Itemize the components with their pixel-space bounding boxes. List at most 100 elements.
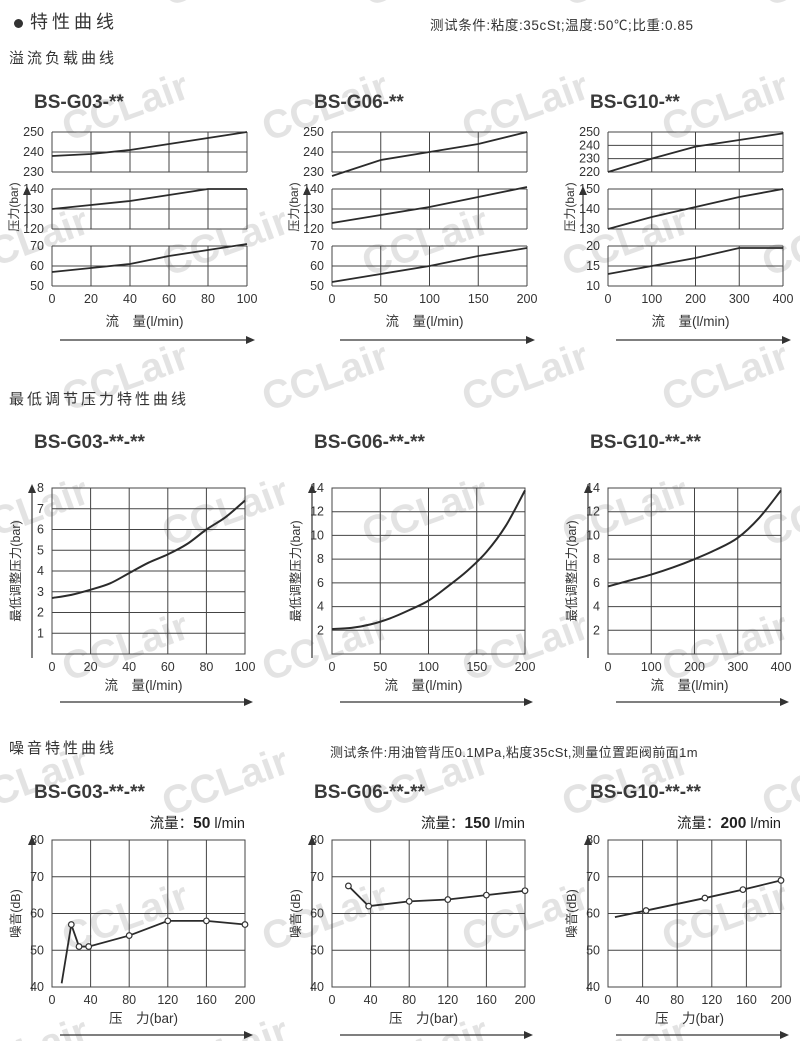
svg-text:20: 20: [84, 660, 98, 674]
svg-text:230: 230: [23, 165, 44, 179]
svg-text:120: 120: [701, 993, 722, 1007]
svg-text:7: 7: [37, 502, 44, 516]
svg-text:最低调整压力(bar): 最低调整压力(bar): [288, 520, 303, 621]
svg-text:6: 6: [317, 576, 324, 590]
svg-text:流 量(l/min): 流 量(l/min): [105, 678, 183, 693]
svg-text:20: 20: [586, 239, 600, 253]
svg-text:60: 60: [162, 292, 176, 306]
svg-text:0: 0: [329, 993, 336, 1007]
svg-text:8: 8: [593, 552, 600, 566]
svg-text:0: 0: [329, 660, 336, 674]
svg-text:噪音(dB): 噪音(dB): [8, 889, 23, 938]
svg-text:4: 4: [317, 600, 324, 614]
svg-text:200: 200: [517, 292, 538, 306]
svg-text:300: 300: [727, 660, 748, 674]
svg-text:160: 160: [196, 993, 217, 1007]
svg-text:230: 230: [303, 165, 324, 179]
svg-text:20: 20: [84, 292, 98, 306]
svg-text:15: 15: [586, 259, 600, 273]
svg-text:80: 80: [402, 993, 416, 1007]
svg-text:压力(bar): 压力(bar): [7, 182, 21, 231]
svg-text:流 量(l/min): 流 量(l/min): [385, 678, 463, 693]
svg-text:240: 240: [579, 138, 600, 152]
svg-text:40: 40: [122, 660, 136, 674]
svg-text:120: 120: [23, 222, 44, 236]
svg-text:2: 2: [37, 606, 44, 620]
svg-text:200: 200: [515, 660, 536, 674]
svg-text:0: 0: [605, 292, 612, 306]
svg-text:80: 80: [670, 993, 684, 1007]
svg-text:100: 100: [237, 292, 258, 306]
svg-text:6: 6: [37, 523, 44, 537]
svg-text:0: 0: [49, 660, 56, 674]
svg-text:50: 50: [373, 660, 387, 674]
svg-text:50: 50: [30, 279, 44, 293]
svg-text:120: 120: [303, 222, 324, 236]
svg-text:250: 250: [303, 125, 324, 139]
svg-text:40: 40: [123, 292, 137, 306]
svg-text:160: 160: [476, 993, 497, 1007]
svg-text:120: 120: [437, 993, 458, 1007]
svg-text:流量：150 l/min: 流量：150 l/min: [421, 815, 525, 832]
svg-text:最低调整压力(bar): 最低调整压力(bar): [564, 520, 579, 621]
svg-text:3: 3: [37, 585, 44, 599]
svg-text:8: 8: [317, 552, 324, 566]
svg-text:150: 150: [468, 292, 489, 306]
svg-text:压 力(bar): 压 力(bar): [109, 1011, 178, 1026]
svg-text:最低调整压力(bar): 最低调整压力(bar): [8, 520, 23, 621]
svg-text:130: 130: [23, 202, 44, 216]
svg-text:40: 40: [84, 993, 98, 1007]
svg-text:压 力(bar): 压 力(bar): [655, 1011, 724, 1026]
svg-text:5: 5: [37, 543, 44, 557]
svg-text:80: 80: [201, 292, 215, 306]
svg-text:240: 240: [23, 145, 44, 159]
svg-text:120: 120: [157, 993, 178, 1007]
svg-text:2: 2: [317, 623, 324, 637]
svg-text:噪音(dB): 噪音(dB): [564, 889, 579, 938]
svg-text:0: 0: [329, 292, 336, 306]
svg-text:1: 1: [37, 626, 44, 640]
svg-text:60: 60: [310, 259, 324, 273]
svg-text:流量：200 l/min: 流量：200 l/min: [677, 815, 781, 832]
svg-text:2: 2: [593, 623, 600, 637]
svg-text:8: 8: [37, 481, 44, 495]
svg-text:140: 140: [579, 202, 600, 216]
svg-text:40: 40: [364, 993, 378, 1007]
svg-text:60: 60: [30, 259, 44, 273]
svg-text:流 量(l/min): 流 量(l/min): [106, 314, 184, 329]
svg-text:80: 80: [199, 660, 213, 674]
svg-text:300: 300: [729, 292, 750, 306]
svg-text:50: 50: [374, 292, 388, 306]
svg-text:130: 130: [303, 202, 324, 216]
svg-text:70: 70: [310, 239, 324, 253]
svg-text:100: 100: [641, 660, 662, 674]
svg-text:150: 150: [466, 660, 487, 674]
svg-text:400: 400: [773, 292, 794, 306]
svg-text:压力(bar): 压力(bar): [563, 182, 577, 231]
svg-text:60: 60: [161, 660, 175, 674]
svg-text:压 力(bar): 压 力(bar): [389, 1011, 458, 1026]
svg-text:10: 10: [586, 279, 600, 293]
svg-text:100: 100: [641, 292, 662, 306]
svg-text:100: 100: [419, 292, 440, 306]
svg-text:流量：50 l/min: 流量：50 l/min: [150, 815, 245, 832]
svg-text:220: 220: [579, 165, 600, 179]
svg-text:压力(bar): 压力(bar): [287, 182, 301, 231]
svg-text:0: 0: [49, 292, 56, 306]
svg-text:240: 240: [303, 145, 324, 159]
svg-text:0: 0: [605, 993, 612, 1007]
svg-text:100: 100: [235, 660, 256, 674]
svg-text:流 量(l/min): 流 量(l/min): [651, 678, 729, 693]
svg-text:400: 400: [771, 660, 792, 674]
svg-text:流 量(l/min): 流 量(l/min): [386, 314, 464, 329]
svg-text:200: 200: [684, 660, 705, 674]
svg-text:噪音(dB): 噪音(dB): [288, 889, 303, 938]
svg-text:230: 230: [579, 152, 600, 166]
svg-text:160: 160: [736, 993, 757, 1007]
svg-text:200: 200: [771, 993, 792, 1007]
svg-text:250: 250: [23, 125, 44, 139]
svg-text:4: 4: [37, 564, 44, 578]
svg-text:70: 70: [30, 239, 44, 253]
svg-text:0: 0: [605, 660, 612, 674]
svg-text:250: 250: [579, 125, 600, 139]
